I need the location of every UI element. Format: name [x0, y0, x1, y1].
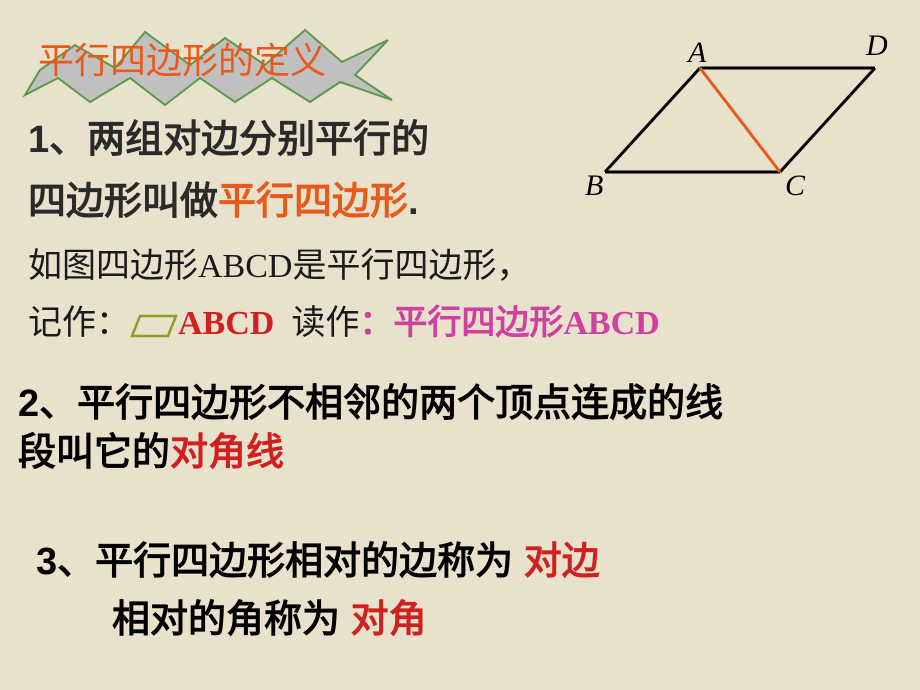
vertex-label-d: D — [865, 29, 888, 62]
vertex-label-c: C — [785, 169, 806, 202]
vertex-label-b: B — [585, 169, 603, 202]
diagonal-line — [700, 68, 780, 172]
notation-line2: 记作： ABCD 读作：平行四边形ABCD — [28, 295, 660, 344]
point1-line1: 1、两组对边分别平行的 — [28, 108, 429, 163]
point3-line1: 3、平行四边形相对的边称为 对边 — [36, 530, 600, 585]
parallelogram-diagram: A D B C — [580, 20, 900, 220]
notation-line1: 如图四边形ABCD是平行四边形， — [28, 238, 530, 287]
vertex-label-a: A — [686, 36, 707, 69]
point2-text: 2、平行四边形不相邻的两个顶点连成的线 段叫它的对角线 — [18, 380, 723, 479]
point1-line2: 四边形叫做平行四边形. — [28, 170, 419, 225]
parallelogram-symbol-icon — [130, 312, 178, 340]
page-title: 平行四边形的定义 — [38, 32, 326, 84]
point3-line2: 相对的角称为 对角 — [112, 588, 427, 643]
